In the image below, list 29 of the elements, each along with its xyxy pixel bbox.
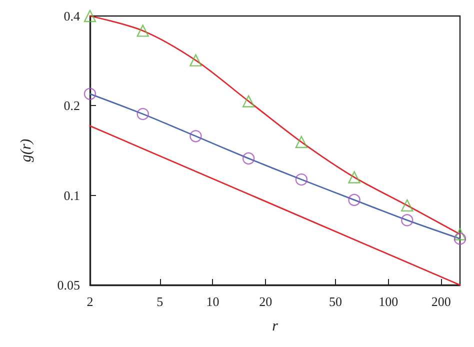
point [84, 10, 96, 22]
point [454, 232, 466, 245]
point [190, 130, 202, 142]
x-tick-label: 50 [328, 294, 342, 309]
point [348, 171, 360, 184]
point [401, 199, 414, 212]
x-tick-label: 5 [156, 294, 164, 309]
point [136, 108, 149, 120]
x-tick-label: 2 [86, 294, 94, 309]
y-tick-label: 0.05 [57, 278, 80, 292]
x-tick-label: 200 [431, 294, 451, 309]
point [84, 88, 96, 100]
point [242, 152, 255, 165]
x-tick-label: 100 [378, 294, 398, 309]
point [242, 95, 255, 108]
point [348, 194, 360, 206]
y-tick-label: 0.2 [64, 98, 80, 114]
x-tick-label: 10 [206, 294, 220, 309]
y-axis-title: g(r) [18, 138, 34, 162]
point [295, 136, 308, 148]
point [295, 173, 308, 186]
point [454, 228, 466, 240]
point [401, 214, 414, 226]
x-axis-title: r [272, 318, 278, 334]
y-tick-label: 0.1 [64, 188, 80, 203]
point [190, 54, 202, 66]
y-tick-label: 0.4 [64, 8, 80, 24]
x-tick-label: 20 [259, 294, 272, 309]
point [136, 24, 149, 37]
